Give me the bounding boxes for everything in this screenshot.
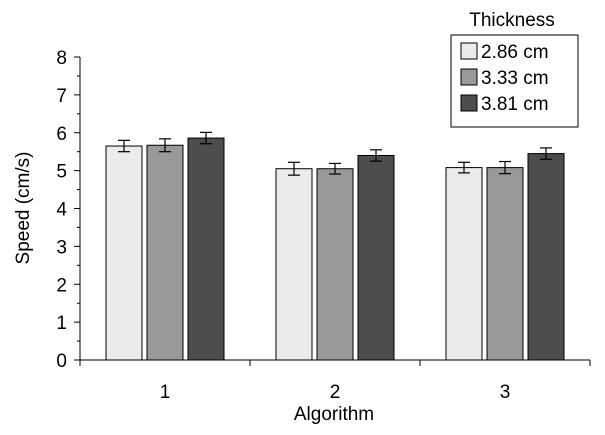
legend-title: Thickness [469, 10, 555, 31]
ticks-layer: 0 1 2 3 4 5 6 7 8 1 2 3 [56, 48, 591, 403]
y-tick-label: 4 [56, 200, 67, 221]
bar [275, 168, 313, 361]
legend-label: 3.33 cm [481, 68, 549, 89]
x-tick-label: 1 [160, 382, 171, 403]
y-tick-label: 8 [56, 48, 67, 69]
y-axis-label: Speed (cm/s) [13, 152, 34, 265]
bar [357, 154, 395, 361]
y-tick-label: 3 [56, 237, 67, 258]
bar [316, 168, 354, 361]
y-tick-label: 7 [56, 86, 67, 107]
y-tick-label: 5 [56, 162, 67, 183]
legend-swatch [460, 94, 478, 112]
bar [105, 145, 143, 361]
bar [486, 167, 524, 361]
y-tick-label: 6 [56, 124, 67, 145]
y-tick-label: 0 [56, 351, 67, 372]
legend-items: 2.86 cm 3.33 cm 3.81 cm [460, 42, 549, 115]
legend-label: 2.86 cm [481, 42, 549, 63]
x-axis-label: Algorithm [294, 404, 374, 425]
bar [527, 153, 565, 361]
legend-label: 3.81 cm [481, 94, 549, 115]
y-tick-label: 1 [56, 313, 67, 334]
legend: Thickness 2.86 cm 3.33 cm 3.81 cm [450, 10, 579, 128]
legend-swatch [460, 68, 478, 86]
x-tick-label: 3 [500, 382, 511, 403]
bar [146, 144, 184, 361]
legend-swatch [460, 42, 478, 60]
x-tick-label: 2 [330, 382, 341, 403]
bar [187, 137, 225, 361]
bar [445, 167, 483, 361]
y-tick-label: 2 [56, 275, 67, 296]
bars-layer [105, 131, 565, 361]
